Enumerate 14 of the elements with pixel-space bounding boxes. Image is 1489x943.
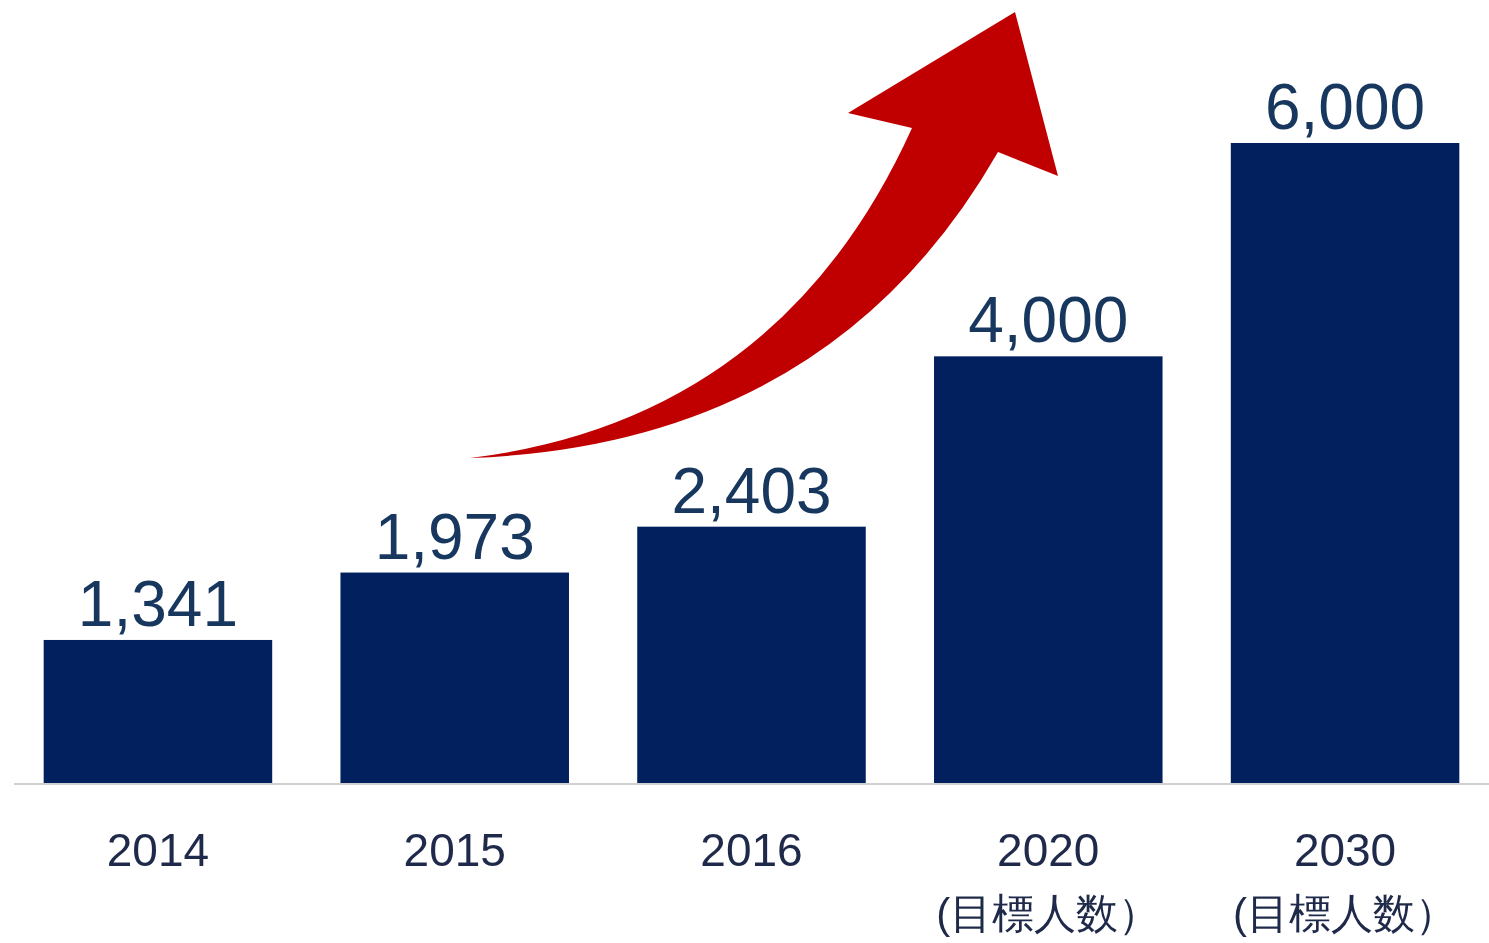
x-tick-label: 2014 <box>106 824 210 876</box>
bar <box>1230 143 1460 783</box>
data-label: 6,000 <box>1264 71 1426 143</box>
data-label: 2,403 <box>671 454 832 527</box>
bar <box>637 526 866 783</box>
x-tick-label: 2015 <box>403 824 506 876</box>
x-tick-label: 2016 <box>700 824 803 876</box>
data-label: 1,341 <box>77 567 239 640</box>
bar <box>340 572 569 783</box>
data-label: 4,000 <box>968 284 1129 357</box>
x-tick-label: 2030 (目標人数） <box>1233 824 1458 937</box>
data-label: 1,973 <box>374 500 535 573</box>
bar <box>43 639 273 783</box>
x-tick-label: 2020 (目標人数） <box>936 824 1161 937</box>
